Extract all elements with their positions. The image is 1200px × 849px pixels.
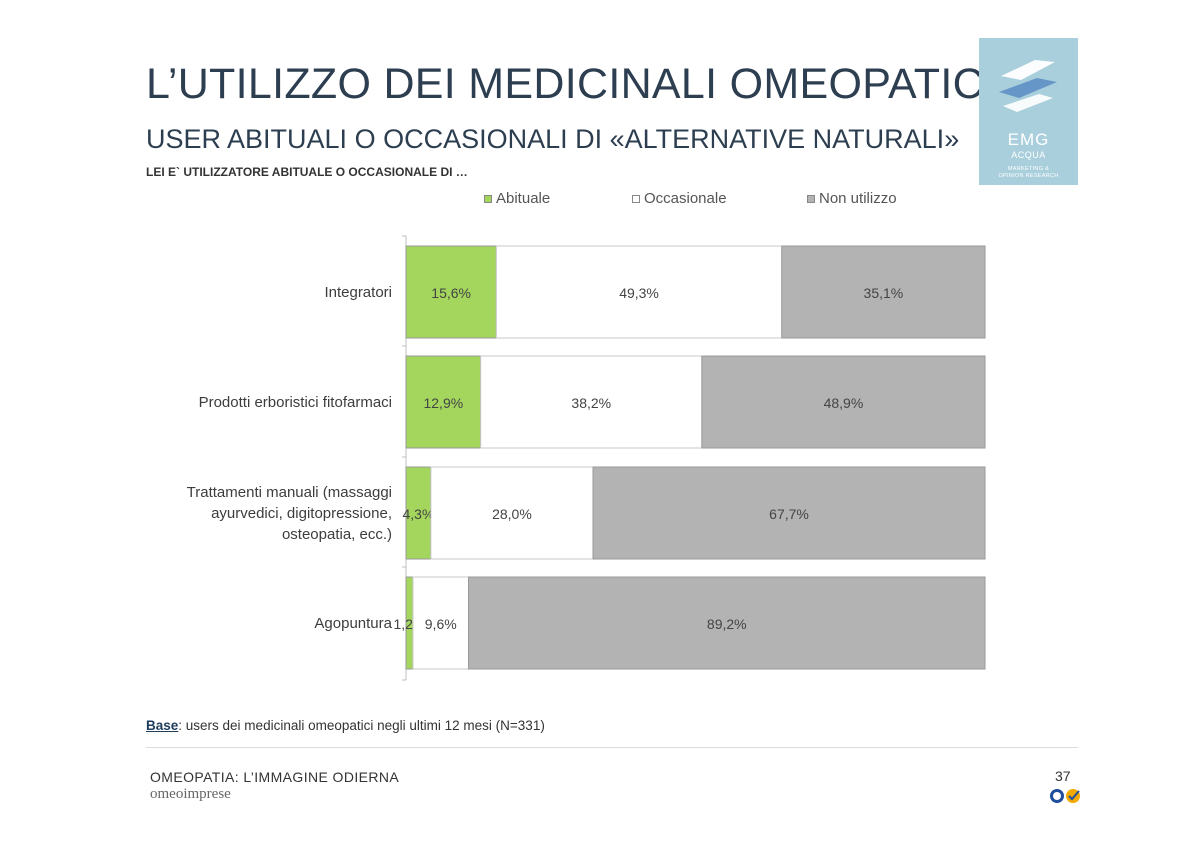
footer-brand: omeoimprese: [150, 786, 231, 802]
bar-non-utilizzo-4: [468, 576, 986, 670]
base-note-label: Base: [146, 718, 179, 733]
survey-question: LEI E` UTILIZZATORE ABITUALE O OCCASIONA…: [146, 165, 468, 179]
base-note-text: : users dei medicinali omeopatici negli …: [178, 718, 545, 733]
data-label: 48,9%: [824, 395, 864, 411]
footer-divider: [146, 747, 1078, 748]
legend-item-non-utilizzo: Non utilizzo: [807, 190, 897, 207]
data-label: 38,2%: [571, 395, 611, 411]
page-number: 37: [1055, 768, 1071, 784]
data-label: 49,3%: [619, 285, 659, 301]
category-label: ayurvedici, digitopressione,: [211, 505, 392, 522]
logo-tagline-line-1: MARKETING &: [1007, 166, 1050, 172]
logo-tagline: MARKETING & OPINION RESEARCH: [983, 166, 1074, 180]
data-label: 67,7%: [769, 506, 809, 522]
page-title: L’UTILIZZO DEI MEDICINALI OMEOPATICI: [146, 60, 997, 108]
footer-title: OMEOPATIA: L’IMMAGINE ODIERNA: [150, 769, 400, 785]
emg-logo: EMG ACQUA MARKETING & OPINION RESEARCH: [979, 38, 1078, 185]
bar-occasionale-2: [480, 355, 703, 449]
legend-swatch-non-utilizzo: [807, 194, 815, 203]
legend-item-abituale: Abituale: [484, 190, 550, 207]
data-label: 89,2%: [707, 616, 747, 632]
bar-non-utilizzo-3: [592, 466, 986, 560]
page-subtitle: USER ABITUALI O OCCASIONALI DI «ALTERNAT…: [146, 124, 960, 154]
data-label: 4,3%: [402, 506, 434, 522]
category-label: Trattamenti manuali (massaggi: [187, 484, 392, 501]
data-label: 9,6%: [425, 616, 457, 632]
bar-occasionale-4: [412, 576, 470, 670]
bar-abituale-1: [405, 245, 497, 339]
data-label: 12,9%: [423, 395, 463, 411]
legend-label-occasionale: Occasionale: [644, 190, 727, 207]
data-label: 15,6%: [431, 285, 471, 301]
data-label: 35,1%: [864, 285, 904, 301]
bar-non-utilizzo-2: [701, 355, 986, 449]
bar-abituale-3: [405, 466, 432, 560]
logo-tagline-line-2: OPINION RESEARCH: [998, 173, 1059, 179]
legend-label-abituale: Abituale: [496, 190, 551, 207]
legend-swatch-occasionale: [632, 194, 640, 203]
legend-swatch-abituale: [484, 194, 492, 203]
logo-sub: ACQUA: [1011, 150, 1046, 160]
emg-logo-icon: [999, 60, 1057, 112]
certification-badges-icon: [1050, 789, 1080, 803]
bar-non-utilizzo-1: [781, 245, 986, 339]
legend-item-occasionale: Occasionale: [632, 190, 727, 207]
bar-abituale-2: [405, 355, 482, 449]
data-label: 28,0%: [492, 506, 532, 522]
category-label: Integratori: [324, 284, 392, 301]
bar-occasionale-3: [430, 466, 594, 560]
bar-occasionale-1: [495, 245, 783, 339]
category-label: osteopatia, ecc.): [282, 526, 392, 543]
stacked-bar-chart: 15,6% 49,3% 35,1% Integratori 12,9% 38,2% 48,9…: [187, 235, 986, 681]
legend-label-non-utilizzo: Non utilizzo: [819, 190, 897, 207]
logo-brand: EMG: [1007, 130, 1050, 149]
category-label: Prodotti erboristici fitofarmaci: [199, 394, 392, 411]
base-note: Base: users dei medicinali omeopatici ne…: [146, 718, 545, 733]
category-label: Agopuntura: [314, 615, 392, 632]
